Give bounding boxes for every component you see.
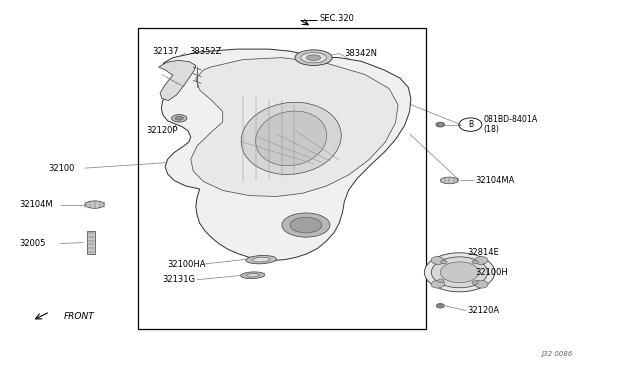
Text: 32104MA: 32104MA <box>475 176 515 185</box>
Text: 32137: 32137 <box>152 47 179 56</box>
Ellipse shape <box>246 273 259 277</box>
Ellipse shape <box>241 272 265 279</box>
Ellipse shape <box>441 260 447 264</box>
Ellipse shape <box>424 253 495 292</box>
Text: 32120A: 32120A <box>467 306 499 315</box>
Ellipse shape <box>440 262 479 283</box>
Circle shape <box>437 123 444 126</box>
Ellipse shape <box>241 102 341 174</box>
Circle shape <box>438 304 443 307</box>
Text: SEC.320: SEC.320 <box>320 14 355 23</box>
Polygon shape <box>87 231 95 254</box>
Ellipse shape <box>474 257 488 264</box>
Text: 32005: 32005 <box>19 239 45 248</box>
Text: 38352Z: 38352Z <box>189 47 221 56</box>
Ellipse shape <box>255 111 327 166</box>
Ellipse shape <box>290 217 322 233</box>
Text: 32120P: 32120P <box>146 126 177 135</box>
Ellipse shape <box>472 281 478 285</box>
Ellipse shape <box>431 257 445 264</box>
Text: 32100H: 32100H <box>475 268 508 277</box>
Ellipse shape <box>307 55 321 61</box>
Text: 38342N: 38342N <box>344 49 378 58</box>
Ellipse shape <box>474 280 488 288</box>
Ellipse shape <box>431 257 488 288</box>
Ellipse shape <box>246 256 276 264</box>
Text: B: B <box>468 120 473 129</box>
Text: 32131G: 32131G <box>162 275 195 284</box>
Ellipse shape <box>472 260 478 264</box>
Ellipse shape <box>436 304 444 308</box>
Text: 32100: 32100 <box>48 164 74 173</box>
Ellipse shape <box>85 201 104 208</box>
Text: 32104M: 32104M <box>19 200 53 209</box>
Ellipse shape <box>252 257 270 262</box>
Ellipse shape <box>175 116 184 120</box>
Ellipse shape <box>172 115 187 122</box>
Text: J32 0086: J32 0086 <box>541 351 572 357</box>
Polygon shape <box>191 58 398 196</box>
Ellipse shape <box>282 213 330 237</box>
Polygon shape <box>159 60 196 100</box>
Text: FRONT: FRONT <box>64 312 95 321</box>
Text: 32100HA: 32100HA <box>168 260 206 269</box>
Ellipse shape <box>440 177 458 184</box>
Ellipse shape <box>431 280 445 288</box>
Polygon shape <box>161 49 411 260</box>
Ellipse shape <box>436 122 445 127</box>
Ellipse shape <box>438 279 444 283</box>
Bar <box>138 28 426 329</box>
Ellipse shape <box>295 50 332 65</box>
Text: 32814E: 32814E <box>467 248 499 257</box>
Text: 081BD-8401A
(18): 081BD-8401A (18) <box>483 115 538 134</box>
Ellipse shape <box>301 52 326 63</box>
